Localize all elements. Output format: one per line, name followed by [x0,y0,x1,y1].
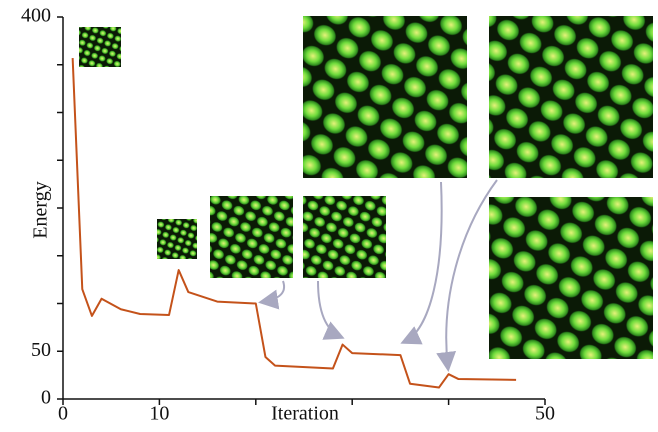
x-tick-label: 10 [149,403,169,425]
texture-image [79,27,121,67]
texture-image [303,16,467,178]
texture-image [210,196,293,278]
texture-image [157,219,197,259]
x-tick-label: 50 [535,403,555,425]
arrow [400,181,443,345]
x-axis-label: Iteration [271,403,339,425]
energy-line [71,58,517,389]
arrow [258,280,286,310]
y-tick-label: 50 [31,339,51,361]
y-tick-label: 0 [41,387,51,409]
arrow [317,280,345,340]
y-axis-label: Energy [30,181,52,238]
texture-image [489,16,653,178]
arrow [436,179,498,372]
arrows [258,179,498,372]
x-tick-label: 0 [58,403,68,425]
thumbnails [79,16,653,359]
y-tick-label: 400 [21,5,51,27]
texture-image [303,196,386,278]
texture-image [489,197,653,359]
